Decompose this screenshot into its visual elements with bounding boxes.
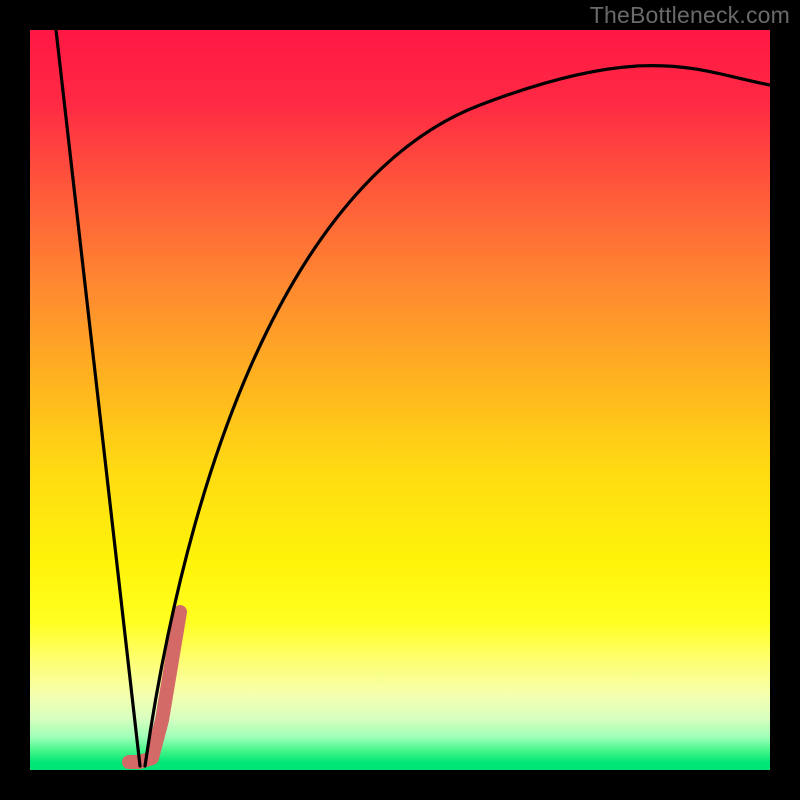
bottleneck-chart xyxy=(0,0,800,800)
chart-background-gradient xyxy=(30,30,770,770)
chart-stage: TheBottleneck.com xyxy=(0,0,800,800)
